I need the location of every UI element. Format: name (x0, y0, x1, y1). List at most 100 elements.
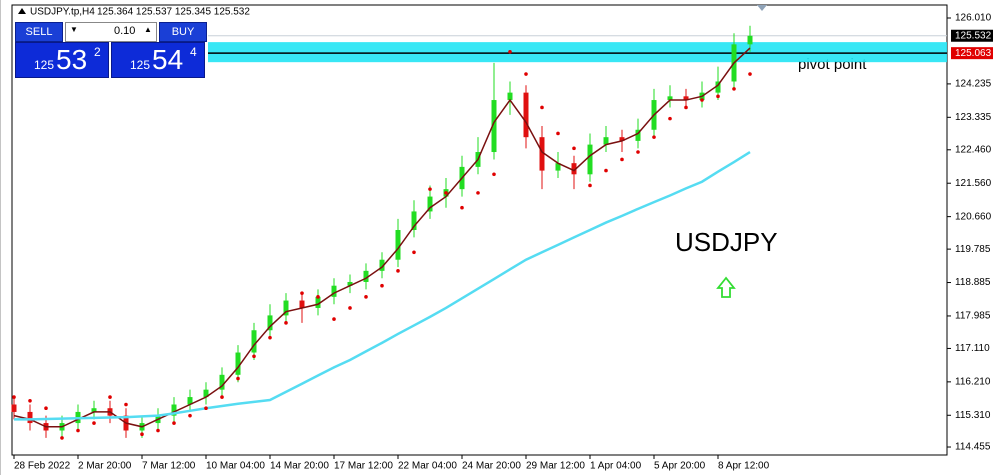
sar-dot (556, 131, 560, 136)
sar-dot (188, 413, 192, 418)
sar-dot (492, 172, 496, 177)
up-arrow (716, 276, 736, 298)
sar-dot (444, 191, 448, 195)
sar-dot (380, 283, 384, 288)
pivot-box (951, 47, 993, 60)
bid-quote[interactable]: 125 53 2 (15, 42, 109, 78)
sar-dot (540, 105, 544, 110)
sar-dot (412, 250, 416, 255)
x-tick-label: 28 Feb 2022 (14, 461, 71, 472)
candle-body (411, 211, 417, 230)
sar-dot (172, 421, 176, 425)
y-tick-label: 120.660 (955, 211, 992, 222)
candle-body (667, 96, 673, 101)
y-tick-label: 116.210 (955, 376, 991, 387)
sar-dot (620, 157, 624, 162)
sar-dot (268, 335, 272, 340)
candle-body (523, 92, 529, 138)
x-tick-label: 24 Mar 20:00 (462, 461, 521, 472)
moving-average (13, 47, 751, 428)
sar-dot (92, 421, 96, 425)
x-tick-label: 5 Apr 20:00 (654, 461, 706, 472)
sar-dot (76, 428, 80, 433)
y-tick-label: 123.335 (955, 112, 992, 123)
candle-body (539, 137, 545, 171)
candle-body (11, 404, 17, 412)
sar-dot (700, 98, 704, 102)
y-tick-label: 114.455 (955, 442, 991, 453)
candle-body (331, 285, 337, 297)
sar-dot (284, 321, 288, 325)
candle-body (251, 330, 257, 353)
ask-quote[interactable]: 125 54 4 (111, 42, 205, 78)
sar-dot (604, 168, 608, 173)
y-tick-label: 126.010 (955, 13, 992, 24)
candle-body (619, 137, 625, 141)
y-tick-label: 119.785 (955, 244, 991, 255)
candle-body (395, 230, 401, 260)
candle-body (491, 100, 497, 153)
sar-dot (668, 116, 672, 121)
sar-dot (524, 72, 528, 76)
y-tick-label: 124.235 (955, 79, 992, 90)
lot-input[interactable]: ▼ 0.10 ▲ (65, 22, 157, 42)
candle-body (27, 411, 33, 424)
header-ohlc: 125.364 125.537 125.345 125.532 (97, 7, 250, 18)
x-tick-label: 8 Apr 12:00 (718, 461, 770, 472)
sar-dot (124, 402, 128, 407)
sar-dot (204, 406, 208, 411)
trade-panel: SELL ▼ 0.10 ▲ BUY 125 53 2 125 54 4 (15, 22, 207, 78)
sar-dot (140, 432, 144, 437)
sar-dot (396, 269, 400, 273)
x-tick-label: 10 Mar 04:00 (206, 461, 265, 472)
sar-dot (652, 135, 656, 139)
candle-body (219, 374, 225, 390)
candle-body (187, 397, 193, 405)
sar-dot (28, 398, 32, 403)
candle-body (171, 404, 177, 416)
sar-dot (636, 150, 640, 154)
candle-body (235, 352, 241, 375)
sar-dot (12, 395, 16, 399)
candle-body (91, 408, 97, 412)
y-tick-label: 122.460 (955, 144, 992, 155)
candle-body (363, 270, 369, 282)
candle-body (427, 196, 433, 212)
sar-dot (332, 317, 336, 321)
y-tick-label: 117.110 (955, 343, 990, 354)
candle-body (507, 92, 513, 101)
sar-dot (748, 72, 752, 76)
sell-button[interactable]: SELL (15, 22, 63, 42)
shift-marker (757, 5, 767, 11)
buy-button[interactable]: BUY (159, 22, 207, 42)
lot-down[interactable]: ▼ (70, 25, 78, 34)
candle-body (603, 137, 609, 145)
price-box (951, 29, 993, 42)
lot-up[interactable]: ▲ (144, 25, 152, 34)
ask-prefix: 125 (130, 58, 151, 72)
x-tick-label: 1 Apr 04:00 (590, 461, 642, 472)
x-tick-label: 17 Mar 12:00 (334, 461, 393, 472)
y-tick-label: 115.310 (955, 410, 991, 421)
sar-dot (428, 187, 432, 191)
sar-dot (220, 395, 224, 399)
candle-body (347, 281, 353, 286)
candle-body (379, 259, 385, 271)
pivot-zone (208, 42, 947, 63)
sar-dot (300, 291, 304, 295)
sar-dot (60, 436, 64, 440)
x-tick-label: 29 Mar 12:00 (526, 461, 585, 472)
header-symbol: USDJPY.tp,H4 (30, 7, 95, 18)
sar-dot (236, 376, 240, 381)
lot-value: 0.10 (114, 25, 136, 37)
y-tick-label: 117.985 (955, 311, 991, 322)
sar-dot (732, 87, 736, 91)
candle-body (315, 296, 321, 308)
sar-dot (684, 105, 688, 110)
symbol-label: USDJPY (675, 227, 778, 257)
candle-body (587, 144, 593, 175)
sar-dot (252, 354, 256, 359)
sar-dot (44, 406, 48, 411)
